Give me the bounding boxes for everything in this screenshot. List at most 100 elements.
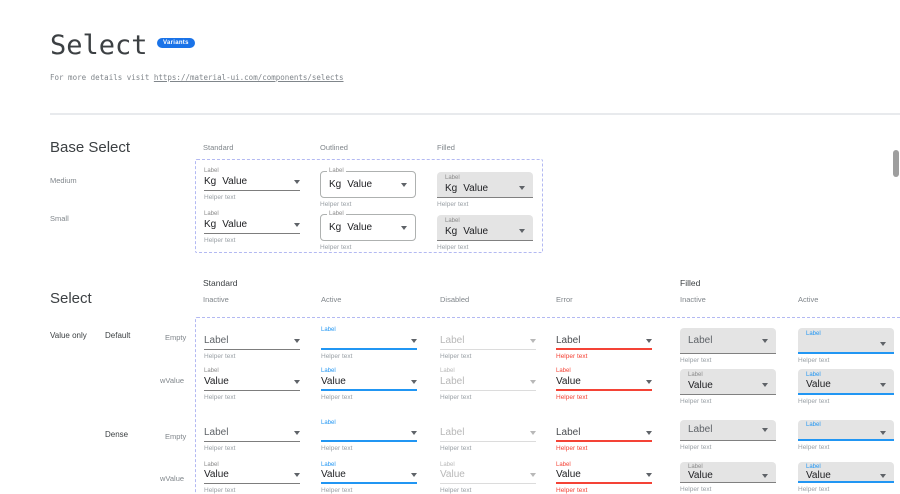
select-floating-label: Label: [204, 368, 219, 374]
dropdown-arrow-icon: [880, 430, 886, 435]
select-filled-inactive-empty-dense[interactable]: Label Helper text: [680, 420, 776, 451]
select-standard-disabled-empty-dense: Label Helper text: [440, 419, 536, 452]
select-standard-inactive-empty[interactable]: Label Helper text: [204, 326, 300, 360]
helper-text: Helper text: [680, 398, 712, 405]
dropdown-arrow-icon: [294, 431, 300, 435]
select-floating-label: Label: [204, 462, 219, 468]
dropdown-arrow-icon: [880, 341, 886, 346]
dropdown-arrow-icon: [294, 380, 300, 384]
select-floating-label: Label: [445, 218, 460, 224]
select-filled-inactive-wvalue-dense[interactable]: Label Value Helper text: [680, 462, 776, 493]
select-standard-active-wvalue-dense[interactable]: Label Value Helper text: [321, 461, 417, 494]
base-select-standard-medium[interactable]: Label Kg Value Helper text: [204, 167, 300, 201]
dropdown-arrow-icon: [530, 431, 536, 435]
helper-text: Helper text: [440, 353, 472, 360]
select-filled-active-wvalue-dense[interactable]: Label Value Helper text: [798, 462, 894, 493]
select-standard-disabled-wvalue-dense: Label Value Helper text: [440, 461, 536, 494]
dropdown-arrow-icon: [762, 427, 768, 432]
select-standard-active-empty[interactable]: Label Helper text: [321, 326, 417, 360]
scrollbar-thumb[interactable]: [893, 150, 899, 177]
select-standard-disabled-empty: Label Helper text: [440, 326, 536, 360]
select-floating-label: Label: [204, 211, 219, 217]
base-col-standard: Standard: [203, 143, 234, 152]
base-select-outlined-medium[interactable]: Label Kg Value Helper text: [320, 168, 416, 208]
helper-text: Helper text: [680, 444, 712, 451]
select-filled-active-wvalue[interactable]: Label Value Helper text: [798, 369, 894, 405]
select-floating-label: Label: [327, 168, 346, 175]
row-wvalue: wValue: [160, 376, 185, 385]
select-value: Value: [688, 379, 713, 391]
subtitle-text: For more details visit: [50, 73, 154, 82]
row-wvalue-dense: wValue: [160, 474, 185, 483]
select-floating-label: Label: [806, 331, 821, 337]
select-filled-active-empty[interactable]: Label Helper text: [798, 328, 894, 364]
select-adornment: Kg: [329, 179, 342, 190]
state-filled-inactive: Inactive: [680, 295, 706, 304]
select-standard-error-empty-dense[interactable]: Label Helper text: [556, 419, 652, 452]
dropdown-arrow-icon: [294, 180, 300, 184]
select-floating-label: Label: [556, 368, 571, 374]
dropdown-arrow-icon: [762, 383, 768, 387]
row-group-value-only: Value only: [50, 331, 87, 340]
helper-text: Helper text: [798, 357, 830, 364]
row-empty-dense: Empty: [165, 432, 187, 441]
select-dashed-container: [195, 317, 900, 494]
header-divider: [50, 113, 900, 115]
select-adornment: Kg: [329, 222, 342, 233]
state-standard-active: Active: [321, 295, 342, 304]
helper-text: Helper text: [320, 201, 352, 208]
select-standard-inactive-empty-dense[interactable]: Label Helper text: [204, 419, 300, 452]
select-adornment: Kg: [445, 225, 458, 237]
helper-text: Helper text: [680, 357, 712, 364]
select-placeholder: Label: [440, 427, 465, 438]
select-standard-error-wvalue-dense[interactable]: Label Value Helper text: [556, 461, 652, 494]
variants-badge: Variants: [157, 38, 195, 48]
material-ui-link[interactable]: https://material-ui.com/components/selec…: [153, 73, 344, 82]
dropdown-arrow-icon: [401, 182, 407, 187]
dropdown-arrow-icon: [519, 186, 525, 190]
select-placeholder: Label: [204, 427, 229, 438]
select-filled-inactive-empty[interactable]: Label Helper text: [680, 328, 776, 364]
base-select-standard-small[interactable]: Label Kg Value Helper text: [204, 210, 300, 244]
dropdown-arrow-icon: [762, 338, 768, 343]
dropdown-arrow-icon: [411, 339, 417, 343]
select-value: Value: [440, 469, 465, 480]
select-standard-active-wvalue[interactable]: Label Value Helper text: [321, 367, 417, 401]
row-empty: Empty: [165, 333, 187, 342]
base-select-filled-small[interactable]: Label Kg Value Helper text: [437, 215, 533, 251]
select-floating-label: Label: [321, 327, 336, 333]
helper-text: Helper text: [556, 353, 588, 360]
select-standard-active-empty-dense[interactable]: Label Helper text: [321, 419, 417, 452]
select-value: Value: [347, 179, 373, 190]
helper-text: Helper text: [320, 244, 352, 251]
select-standard-inactive-wvalue[interactable]: Label Value Helper text: [204, 367, 300, 401]
dropdown-arrow-icon: [294, 223, 300, 227]
helper-text: Helper text: [204, 194, 236, 201]
select-standard-error-wvalue[interactable]: Label Value Helper text: [556, 367, 652, 401]
page-title: Select: [50, 30, 148, 61]
select-floating-label: Label: [806, 464, 821, 470]
select-value: Value: [556, 469, 581, 480]
dropdown-arrow-icon: [762, 473, 768, 478]
state-standard-inactive: Inactive: [203, 295, 229, 304]
dropdown-arrow-icon: [401, 225, 407, 230]
base-select-outlined-small[interactable]: Label Kg Value Helper text: [320, 211, 416, 251]
helper-text: Helper text: [680, 486, 712, 493]
select-standard-error-empty[interactable]: Label Helper text: [556, 326, 652, 360]
helper-text: Helper text: [321, 487, 353, 494]
dropdown-arrow-icon: [880, 473, 886, 478]
base-col-outlined: Outlined: [320, 143, 348, 152]
dropdown-arrow-icon: [646, 431, 652, 435]
base-select-dashed-container: [195, 159, 543, 253]
select-group-standard: Standard: [203, 278, 238, 288]
select-heading: Select: [50, 290, 92, 307]
dropdown-arrow-icon: [646, 339, 652, 343]
select-value: Value: [806, 379, 831, 390]
select-standard-inactive-wvalue-dense[interactable]: Label Value Helper text: [204, 461, 300, 494]
select-filled-inactive-wvalue[interactable]: Label Value Helper text: [680, 369, 776, 405]
select-floating-label: Label: [806, 422, 821, 428]
select-value: Value: [321, 469, 346, 480]
base-select-filled-medium[interactable]: Label Kg Value Helper text: [437, 172, 533, 208]
select-filled-active-empty-dense[interactable]: Label Helper text: [798, 420, 894, 451]
helper-text: Helper text: [798, 486, 830, 493]
